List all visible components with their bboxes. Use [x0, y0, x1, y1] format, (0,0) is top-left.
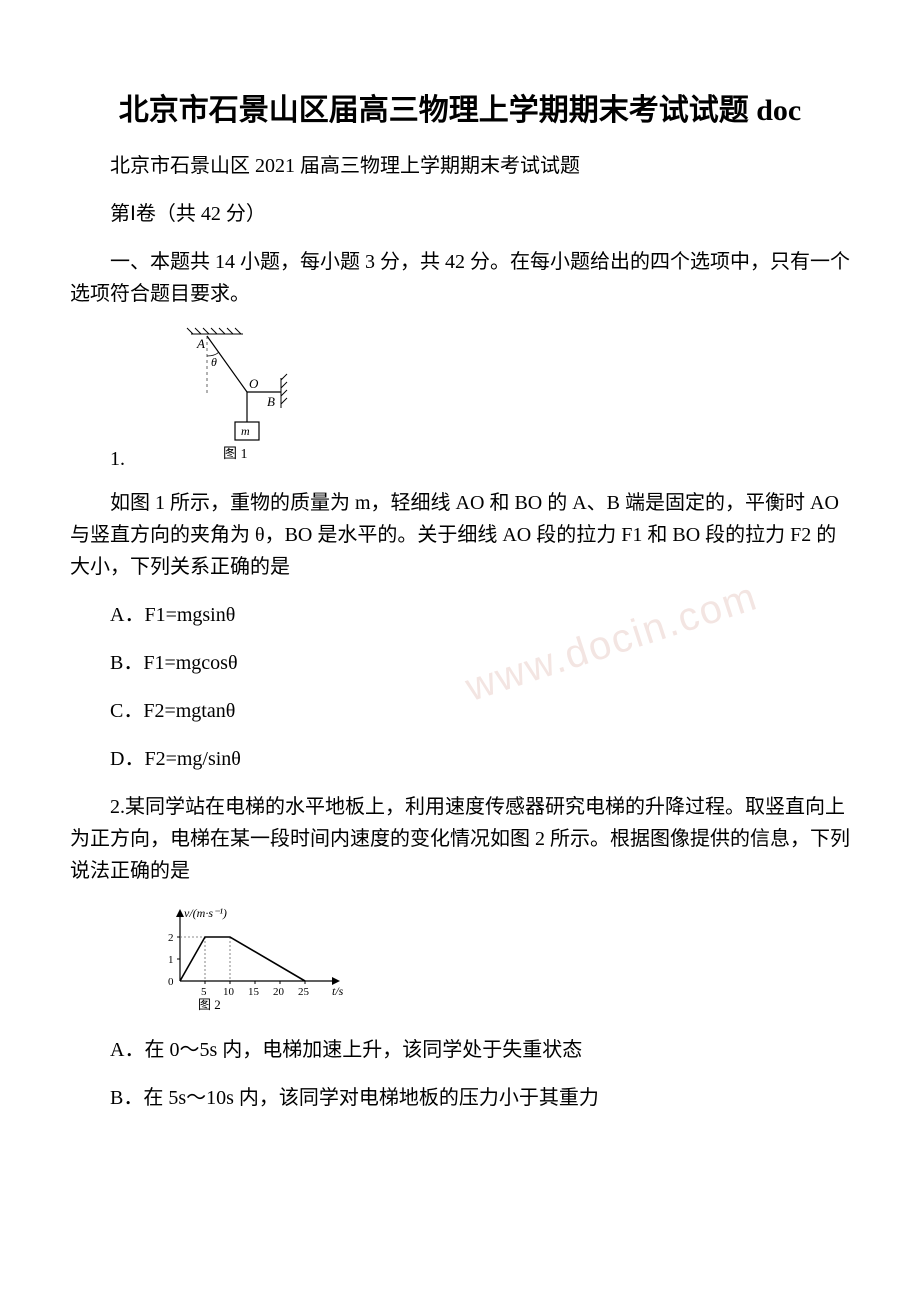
- fig2-xtick-2: 15: [248, 986, 260, 998]
- instructions: 一、本题共 14 小题，每小题 3 分，共 42 分。在每小题给出的四个选项中，…: [70, 246, 850, 310]
- document-page: 北京市石景山区届高三物理上学期期末考试试题 doc 北京市石景山区 2021 届…: [0, 0, 920, 1170]
- section-label: 第Ⅰ卷（共 42 分）: [70, 198, 850, 230]
- fig2-ytick-1: 1: [168, 954, 174, 966]
- q1-text: 如图 1 所示，重物的质量为 m，轻细线 AO 和 BO 的 A、B 端是固定的…: [70, 487, 850, 583]
- document-title: 北京市石景山区届高三物理上学期期末考试试题 doc: [70, 90, 850, 132]
- fig2-ylabel: v/(m·s⁻¹): [184, 906, 227, 920]
- fig1-label-theta: θ: [211, 355, 217, 369]
- q2-text: 2.某同学站在电梯的水平地板上，利用速度传感器研究电梯的升降过程。取竖直向上为正…: [70, 791, 850, 887]
- fig2-xlabel: t/s: [332, 984, 344, 998]
- q1-number: 1.: [70, 448, 125, 471]
- q1-option-b: B．F1=mgcosθ: [70, 647, 850, 679]
- q1-option-d: D．F2=mg/sinθ: [70, 743, 850, 775]
- q1-figure-row: 1. A: [70, 326, 850, 471]
- q2-option-b: B．在 5s～10s 内，该同学对电梯地板的压力小于其重力: [70, 1082, 850, 1114]
- fig1-caption: 图 1: [223, 447, 248, 462]
- fig2-xtick-3: 20: [273, 986, 285, 998]
- q1-option-c: C．F2=mgtanθ: [70, 695, 850, 727]
- q1-option-a: A．F1=mgsinθ: [70, 599, 850, 631]
- q2-figure: v/(m·s⁻¹) t/s 0 1 2 5 10 15 20 25: [150, 903, 850, 1018]
- fig2-ytick-0: 0: [168, 976, 174, 988]
- fig1-label-b: B: [267, 394, 275, 409]
- fig2-caption: 图 2: [198, 997, 221, 1012]
- q1-figure: A θ O: [173, 326, 303, 471]
- document-subtitle: 北京市石景山区 2021 届高三物理上学期期末考试试题: [70, 150, 850, 182]
- fig2-xtick-4: 25: [298, 986, 310, 998]
- fig1-label-a: A: [196, 336, 205, 351]
- fig1-label-m: m: [241, 424, 250, 438]
- q2-option-a: A．在 0～5s 内，电梯加速上升，该同学处于失重状态: [70, 1034, 850, 1066]
- fig2-ytick-2: 2: [168, 932, 174, 944]
- fig2-xtick-1: 10: [223, 986, 235, 998]
- fig1-label-o: O: [249, 376, 259, 391]
